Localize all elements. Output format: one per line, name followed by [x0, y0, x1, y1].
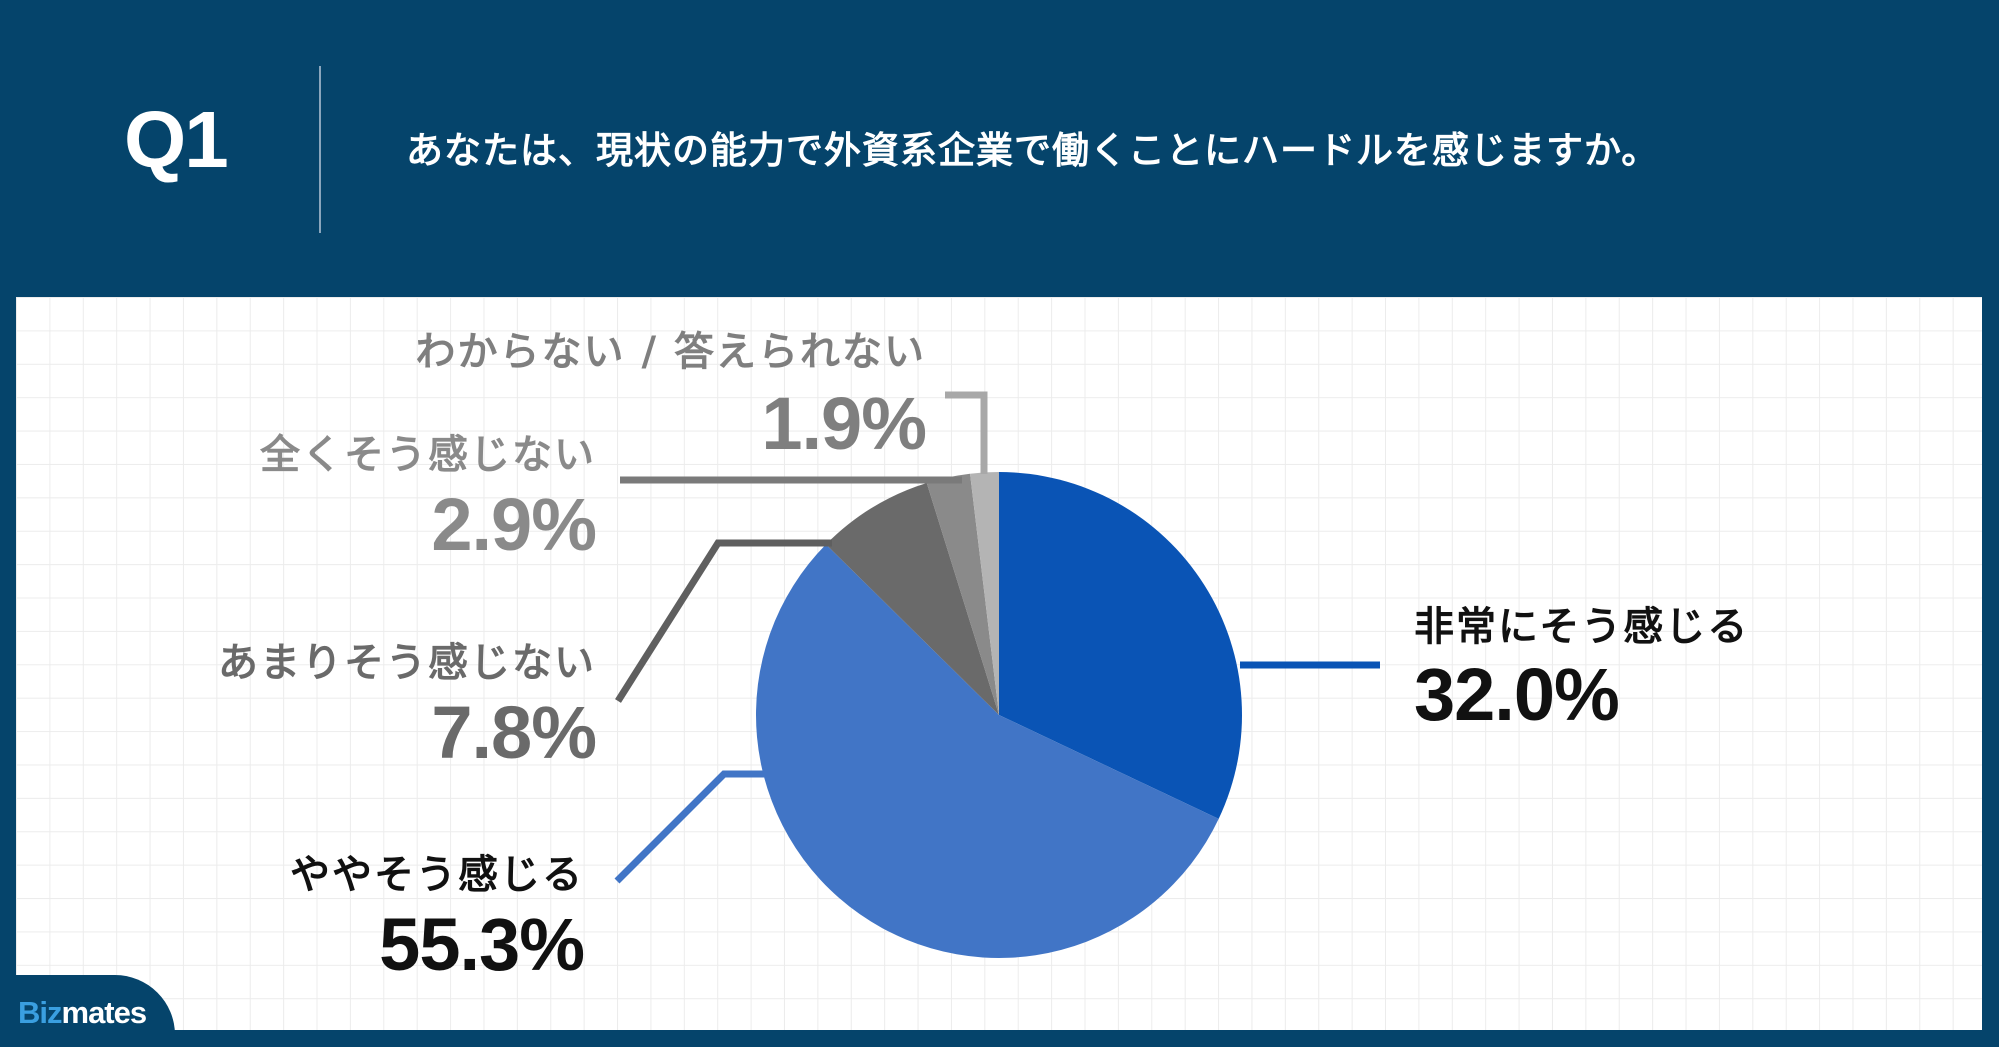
- pie-slice-somewhat: [756, 544, 1219, 958]
- label-very-much: 非常にそう感じる 32.0%: [1414, 594, 1749, 732]
- label-name: あまりそう感じない: [218, 640, 596, 686]
- leader-line-somewhat: [614, 770, 766, 884]
- label-percent: 2.9%: [431, 483, 597, 566]
- bizmates-logo: Bizmates: [18, 995, 147, 1030]
- leader-line-dont-know: [945, 391, 988, 474]
- pie-chart: [614, 391, 1380, 958]
- label-percent: 32.0%: [1414, 653, 1620, 736]
- question-header: Q1 あなたは、現状の能力で外資系企業で働くことにハードルを感じますか。: [0, 0, 1999, 297]
- label-percent: 1.9%: [761, 382, 927, 465]
- pie-slices: [756, 472, 1242, 958]
- label-somewhat: ややそう感じる 55.3%: [290, 842, 585, 986]
- pie-slice-very-much: [999, 472, 1242, 819]
- label-percent: 7.8%: [431, 691, 597, 774]
- chart-panel: 非常にそう感じる 32.0% ややそう感じる 55.3% あまりそう感じない 7…: [16, 297, 1982, 1030]
- label-name: 非常にそう感じる: [1414, 604, 1750, 650]
- label-not-much: あまりそう感じない 7.8%: [218, 630, 597, 774]
- pie-slice-dont-know: [970, 472, 999, 715]
- pie-slice-not-much: [825, 482, 999, 715]
- label-dont-know: わからない / 答えられない 1.9%: [415, 319, 927, 465]
- header-divider: [319, 66, 321, 233]
- logo-tab: [0, 975, 175, 1047]
- question-number: Q1: [124, 95, 229, 184]
- label-name: ややそう感じる: [290, 852, 584, 898]
- leader-line-not-much: [615, 539, 832, 703]
- label-name: わからない / 答えられない: [415, 329, 926, 375]
- label-not-at-all: 全くそう感じない 2.9%: [260, 422, 597, 566]
- pie-slice-not-at-all: [926, 473, 999, 715]
- label-percent: 55.3%: [379, 903, 585, 986]
- label-name: 全くそう感じない: [260, 432, 596, 478]
- question-text: あなたは、現状の能力で外資系企業で働くことにハードルを感じますか。: [406, 129, 1660, 172]
